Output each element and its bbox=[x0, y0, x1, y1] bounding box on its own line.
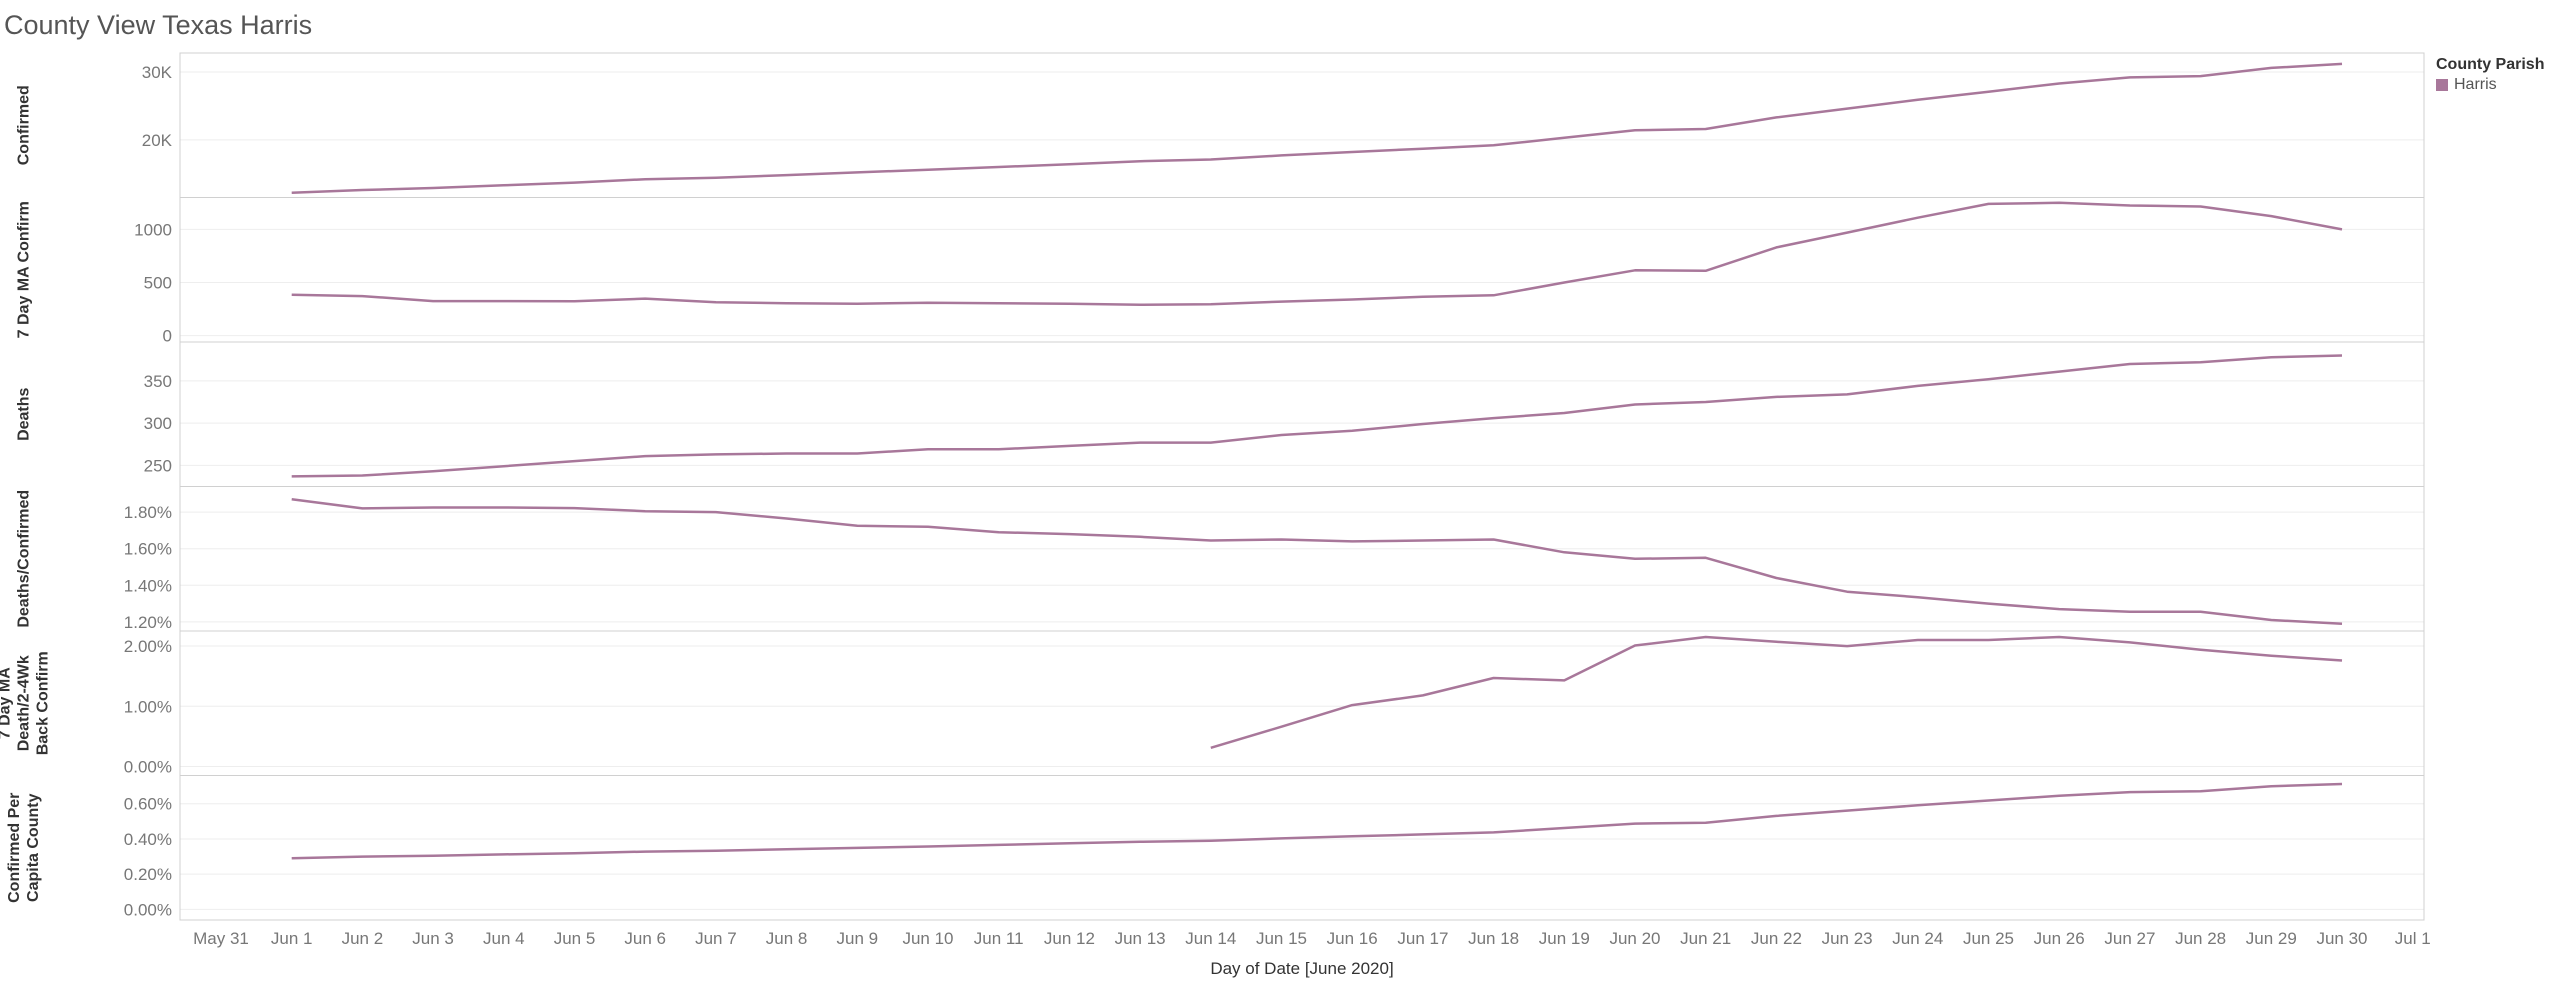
y-tick-label: 500 bbox=[144, 274, 172, 293]
x-tick-label: Jun 12 bbox=[1044, 929, 1095, 948]
y-tick-label: 300 bbox=[144, 414, 172, 433]
x-tick-label: Jun 21 bbox=[1680, 929, 1731, 948]
x-tick-label: Jun 29 bbox=[2246, 929, 2297, 948]
y-axis-title: Deaths/Confirmed bbox=[16, 490, 33, 628]
y-tick-label: 1.20% bbox=[124, 613, 172, 632]
x-tick-label: Jun 10 bbox=[902, 929, 953, 948]
x-tick-label: Jun 25 bbox=[1963, 929, 2014, 948]
x-tick-label: Jun 19 bbox=[1539, 929, 1590, 948]
x-tick-label: Jun 6 bbox=[624, 929, 666, 948]
legend-swatch bbox=[2436, 79, 2448, 91]
x-tick-label: Jun 20 bbox=[1609, 929, 1660, 948]
y-tick-label: 1.60% bbox=[124, 540, 172, 559]
x-tick-label: Jun 23 bbox=[1822, 929, 1873, 948]
y-axis-title: Capita County bbox=[25, 793, 42, 902]
y-axis-title: Back Confirm bbox=[35, 651, 52, 755]
x-tick-label: Jun 3 bbox=[412, 929, 454, 948]
y-tick-label: 30K bbox=[142, 63, 173, 82]
y-tick-label: 2.00% bbox=[124, 637, 172, 656]
series-line-harris[interactable] bbox=[291, 354, 2343, 478]
y-tick-label: 1.80% bbox=[124, 503, 172, 522]
x-tick-label: Jun 8 bbox=[766, 929, 808, 948]
series-line-harris[interactable] bbox=[291, 201, 2343, 307]
x-tick-label: Jun 22 bbox=[1751, 929, 1802, 948]
series-line-harris[interactable] bbox=[1210, 635, 2343, 749]
series-line-harris[interactable] bbox=[291, 498, 2343, 625]
x-tick-label: Jun 5 bbox=[554, 929, 596, 948]
panel-2: 1000 500 0 7 Day MA Confirm bbox=[16, 197, 2425, 346]
panel-3: 350 300 250 Deaths bbox=[16, 341, 2425, 487]
y-tick-label: 1.40% bbox=[124, 576, 172, 595]
y-axis-title: Confirmed bbox=[16, 85, 33, 165]
x-tick-label: Jun 15 bbox=[1256, 929, 1307, 948]
x-tick-label: Jun 17 bbox=[1397, 929, 1448, 948]
panel-border bbox=[179, 197, 2425, 343]
y-axis-title: 7 Day MA Confirm bbox=[16, 201, 33, 338]
y-tick-label: 1.00% bbox=[124, 697, 172, 716]
y-tick-label: 0.00% bbox=[124, 900, 172, 919]
x-tick-label: Jun 26 bbox=[2034, 929, 2085, 948]
y-tick-label: 20K bbox=[142, 131, 173, 150]
x-tick-label: Jun 27 bbox=[2104, 929, 2155, 948]
y-tick-label: 0.20% bbox=[124, 865, 172, 884]
series-line-harris[interactable] bbox=[291, 62, 2343, 195]
x-tick-label: Jun 18 bbox=[1468, 929, 1519, 948]
chart-area: 30K 20K Confirmed 1000 500 0 7 Day MA Confirm 3… bbox=[0, 52, 2430, 978]
y-tick-label: 0.40% bbox=[124, 830, 172, 849]
panel-6: 0.60% 0.40% 0.20% 0.00% Confirmed Per Capita … bbox=[6, 775, 2425, 921]
x-tick-label: Jun 9 bbox=[837, 929, 879, 948]
panel-border bbox=[179, 52, 2425, 198]
y-tick-label: 350 bbox=[144, 372, 172, 391]
panel-border bbox=[179, 630, 2425, 776]
y-tick-label: 0.00% bbox=[124, 757, 172, 776]
x-tick-label: Jun 13 bbox=[1115, 929, 1166, 948]
legend-title: County Parish bbox=[2436, 56, 2545, 73]
page-title: County View Texas Harris bbox=[4, 10, 313, 40]
x-tick-label: Jun 14 bbox=[1185, 929, 1236, 948]
x-tick-label: Jun 4 bbox=[483, 929, 525, 948]
legend-item-harris[interactable]: Harris bbox=[2436, 76, 2544, 94]
y-axis-title: Deaths bbox=[16, 387, 33, 440]
x-tick-label: Jun 1 bbox=[271, 929, 313, 948]
x-tick-label: Jun 7 bbox=[695, 929, 737, 948]
x-tick-label: Jun 2 bbox=[342, 929, 384, 948]
y-tick-label: 0 bbox=[163, 327, 172, 346]
x-tick-label: Jun 28 bbox=[2175, 929, 2226, 948]
x-tick-label: Jun 16 bbox=[1327, 929, 1378, 948]
y-axis-title: Confirmed Per bbox=[6, 793, 23, 903]
x-axis: May 31 Jun 1 Jun 2 Jun 3 Jun 4 Jun 5 Jun 6 Jun … bbox=[193, 929, 2430, 978]
y-tick-label: 0.60% bbox=[124, 795, 172, 814]
y-tick-label: 250 bbox=[144, 456, 172, 475]
x-tick-label: Jul 1 bbox=[2395, 929, 2430, 948]
x-tick-label: Jun 11 bbox=[974, 929, 1024, 948]
legend-item-label: Harris bbox=[2454, 76, 2497, 93]
series-line-harris[interactable] bbox=[291, 782, 2343, 860]
panel-4: 1.80% 1.60% 1.40% 1.20% Deaths/Confirmed bbox=[16, 486, 2425, 632]
y-tick-label: 1000 bbox=[134, 220, 172, 239]
panel-border bbox=[179, 775, 2425, 921]
y-axis-title: 7 Day MA bbox=[0, 667, 14, 739]
x-tick-label: May 31 bbox=[193, 929, 249, 948]
x-tick-label: Jun 30 bbox=[2316, 929, 2367, 948]
panel-1: 30K 20K Confirmed bbox=[16, 52, 2425, 198]
y-axis-title: Death/2-4Wk bbox=[16, 655, 33, 751]
legend: County Parish Harris bbox=[2436, 56, 2544, 94]
x-axis-title: Day of Date [June 2020] bbox=[1210, 959, 1393, 978]
x-tick-label: Jun 24 bbox=[1892, 929, 1943, 948]
